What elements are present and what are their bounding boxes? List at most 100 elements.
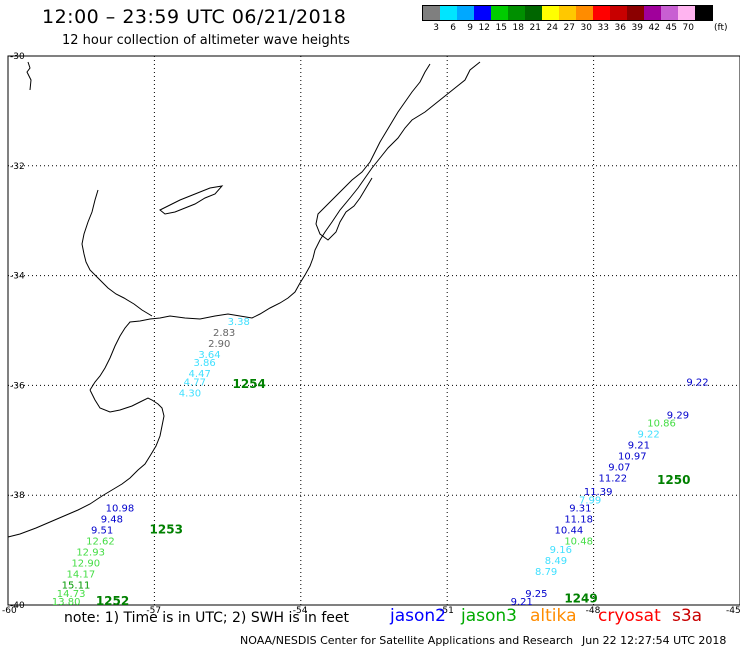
legend-swatch (593, 6, 610, 20)
lon-tick-label: -54 (293, 606, 308, 616)
legend-swatch (695, 6, 712, 20)
coastline (7, 61, 481, 538)
sat-altika: altika (530, 606, 577, 626)
legend-label: 9 (467, 23, 473, 33)
pass-time-label: 1249 (564, 591, 597, 605)
lat-tick-label: -40 (10, 601, 25, 611)
legend-label: 33 (597, 23, 609, 33)
lat-tick-label: -30 (10, 52, 25, 62)
wave-height-value: 12.90 (71, 559, 100, 570)
wave-height-value: 4.30 (179, 388, 201, 399)
footer-note: note: 1) Time is in UTC; 2) SWH is in fe… (64, 610, 350, 626)
legend-label: 70 (682, 23, 694, 33)
legend-swatch (627, 6, 644, 20)
pass-time-label: 1252 (96, 594, 129, 608)
wave-height-value: 9.22 (638, 430, 660, 441)
legend-swatches (422, 5, 713, 21)
wave-height-value: 12.62 (86, 537, 115, 548)
wave-height-value: 2.90 (208, 339, 230, 350)
pass-time-label: 1254 (232, 377, 265, 391)
legend-label: 39 (631, 23, 643, 33)
legend-swatch (610, 6, 627, 20)
wave-height-value: 14.73 (57, 589, 86, 600)
lon-tick-label: -57 (146, 606, 161, 616)
lon-tick-label: -45 (726, 606, 740, 616)
wave-height-value: 11.39 (584, 487, 613, 498)
wave-height-value: 4.47 (189, 369, 211, 380)
wave-height-value: 3.38 (228, 317, 250, 328)
sat-jason3: jason3 (461, 606, 517, 626)
legend-labels: 3 6 9 12 15 18 21 24 27 30 33 36 39 42 45 70 (422, 23, 713, 33)
legend-label: 27 (563, 23, 575, 33)
plot-frame (7, 55, 740, 606)
legend-swatch (423, 6, 440, 20)
legend-label: 30 (580, 23, 592, 33)
wave-height-value: 10.98 (106, 504, 135, 515)
wave-height-value: 12.93 (76, 548, 105, 559)
lon-tick-label: -60 (2, 606, 17, 616)
wave-height-value: 10.86 (647, 419, 676, 430)
legend-swatch (525, 6, 542, 20)
wave-height-value: 9.25 (525, 589, 547, 600)
legend-label: 3 (433, 23, 439, 33)
wave-height-value: 11.18 (564, 515, 593, 526)
legend-swatch (576, 6, 593, 20)
legend-label: 18 (512, 23, 524, 33)
sat-s3a: s3a (672, 606, 703, 626)
timestamp: Jun 22 12:27:54 UTC 2018 (582, 634, 727, 647)
legend-unit: (ft) (714, 23, 728, 33)
wave-height-value: 2.83 (213, 328, 235, 339)
lat-tick-label: -34 (10, 272, 25, 282)
wave-height-value: 9.21 (511, 597, 533, 608)
legend-swatch (508, 6, 525, 20)
legend-swatch (542, 6, 559, 20)
legend-swatch (644, 6, 661, 20)
legend-swatch (491, 6, 508, 20)
legend-label: 45 (665, 23, 677, 33)
legend-label: 12 (478, 23, 490, 33)
legend-label: 15 (495, 23, 507, 33)
wave-height-value: 4.77 (184, 377, 206, 388)
wave-height-value: 3.64 (198, 350, 220, 361)
legend-label: 42 (648, 23, 660, 33)
graticule: -30 -32 -34 -36 -38 -40-60 -57 -54 -51 -48 -45 (2, 52, 740, 616)
lat-tick-label: -32 (10, 162, 25, 172)
wave-height-value: 8.49 (545, 556, 567, 567)
wave-height-value: 11.22 (598, 473, 627, 484)
wave-height-value: 9.29 (667, 410, 689, 421)
wave-height-value: 10.97 (618, 452, 647, 463)
sat-cryosat: cryosat (598, 606, 661, 626)
legend-swatch (457, 6, 474, 20)
wave-height-value: 9.21 (628, 441, 650, 452)
map-title: 12:00 – 23:59 UTC 06/21/2018 (42, 6, 347, 28)
legend-swatch (474, 6, 491, 20)
wave-height-value: 15.11 (62, 581, 91, 592)
wave-height-value: 10.44 (555, 526, 584, 537)
wave-height-value: 7.99 (579, 495, 601, 506)
wave-height-value: 3.86 (193, 358, 215, 369)
sat-jason2: jason2 (390, 606, 446, 626)
wave-height-value: 9.51 (91, 526, 113, 537)
legend-swatch (440, 6, 457, 20)
lat-tick-label: -36 (10, 381, 25, 391)
color-legend: 3 6 9 12 15 18 21 24 27 30 33 36 39 42 45 70 (ft) (422, 5, 728, 37)
legend-swatch (559, 6, 576, 20)
wave-height-value: 8.79 (535, 567, 557, 578)
pass-time-label: 1250 (657, 473, 690, 487)
wave-height-value: 9.22 (686, 377, 708, 388)
wave-height-value: 14.17 (67, 570, 96, 581)
lat-tick-label: -38 (10, 491, 25, 501)
wave-height-value: 9.48 (101, 515, 123, 526)
legend-label: 24 (546, 23, 558, 33)
legend-label: 6 (450, 23, 456, 33)
wave-height-value: 9.16 (550, 545, 572, 556)
lon-tick-label: -51 (439, 606, 454, 616)
legend-label: 21 (529, 23, 541, 33)
satellite-tracks: 3.382.832.903.643.864.474.774.30 1254 10.9… (52, 317, 709, 608)
legend-label: 36 (614, 23, 626, 33)
wave-height-value: 9.07 (608, 462, 630, 473)
legend-swatch (678, 6, 695, 20)
pass-time-label: 1253 (150, 523, 183, 537)
legend-swatch (661, 6, 678, 20)
